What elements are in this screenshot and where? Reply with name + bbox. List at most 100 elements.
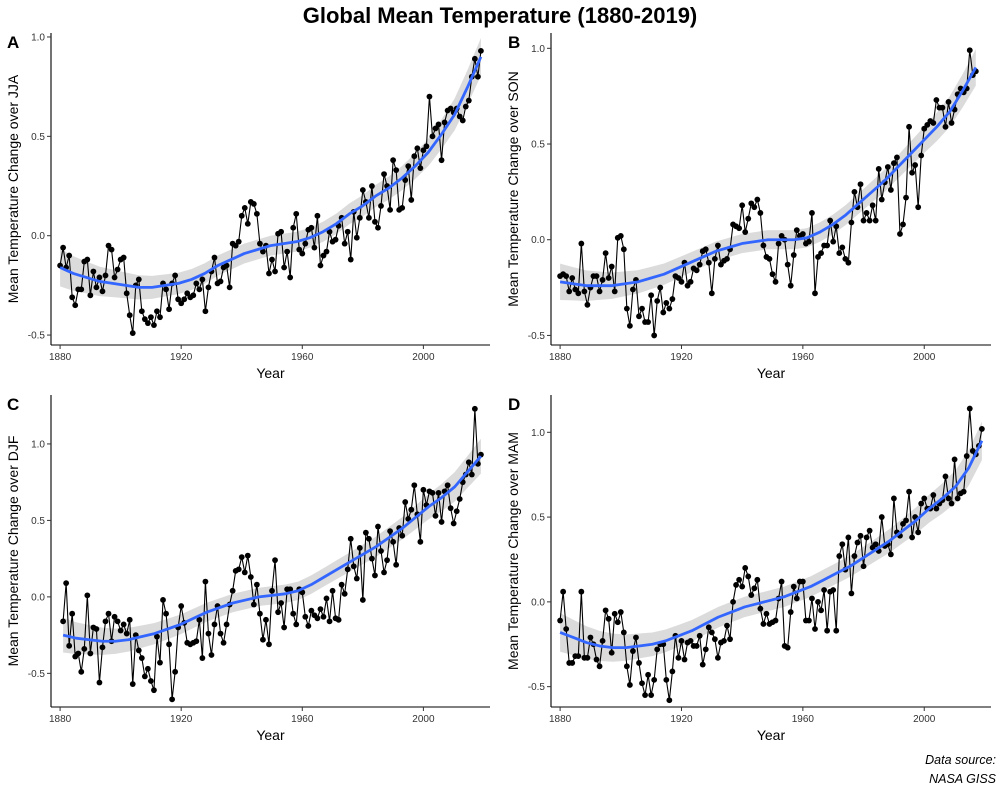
panel-c-point (220, 639, 227, 646)
panel-d-point (678, 637, 685, 644)
panel-b-point (863, 210, 870, 216)
panel-b: B 1880 1920 1960 2000 -0.5 0.0 0.5 1.0 Year Mean T… (505, 33, 991, 381)
panel-b-point (678, 278, 685, 285)
panel-c-point (208, 652, 215, 658)
panel-a-point (272, 268, 278, 275)
panel-d-point (639, 680, 645, 687)
panel-d-point (651, 676, 658, 683)
panel-a-point (257, 240, 263, 247)
panel-a-point (232, 242, 239, 249)
panel-b-point (563, 273, 570, 279)
panel-b-point (912, 162, 919, 168)
panel-c-point (211, 621, 218, 628)
panel-d-point (915, 529, 922, 536)
panel-c-point (163, 610, 169, 617)
panel-c-point (420, 486, 427, 493)
panel-a-point (390, 157, 397, 164)
panel-d-point (821, 587, 828, 593)
panel-b-point (569, 275, 576, 281)
panel-c-point (471, 405, 478, 412)
panel-b-tag: B (508, 33, 520, 52)
panel-a-point (250, 201, 257, 207)
panel-d-y-tick-label: 0.0 (531, 597, 545, 608)
panel-c-point (166, 641, 172, 648)
data-source-caption-line1: Data source: (925, 753, 996, 767)
panel-c-point (253, 581, 260, 588)
panel-c-x-tick-label: 2000 (412, 714, 435, 725)
panel-d-point (948, 500, 955, 507)
panel-d-point (863, 534, 870, 541)
panel-a-x-tick-label: 1960 (291, 352, 314, 363)
panel-c-point (111, 613, 118, 620)
panel-b-point (651, 332, 658, 339)
panel-d-point (654, 646, 661, 653)
panel-b-point (736, 225, 743, 232)
panel-a-point (474, 73, 481, 80)
panel-c-point (350, 563, 357, 570)
panel-b-point (566, 288, 573, 295)
panel-b-x-tick-label: 1960 (792, 352, 815, 363)
panel-b-point (897, 231, 903, 237)
panel-d-point (890, 495, 897, 502)
panel-b-point (848, 219, 855, 226)
panel-c-point (247, 574, 254, 580)
panel-b-point (687, 278, 694, 285)
panel-a-point (99, 288, 106, 295)
panel-a-point (302, 240, 309, 247)
panel-d-point (784, 644, 791, 651)
panel-d-point (733, 582, 740, 588)
panel-a-point (393, 167, 400, 174)
panel-d-y-tick-label: 0.5 (531, 513, 545, 524)
panel-d-point (793, 595, 800, 602)
panel-b-point (766, 255, 773, 262)
panel-a-point (144, 320, 151, 327)
panel-a-point (114, 266, 121, 273)
panel-b-point (575, 290, 582, 297)
panel-a-point (135, 276, 142, 283)
panel-d-point (645, 671, 652, 678)
panel-b-point (812, 290, 818, 297)
panel-c-point (193, 638, 200, 645)
panel-a-point (196, 286, 203, 293)
panel-c-point (135, 647, 142, 654)
panel-c-point (375, 523, 381, 530)
panel-b-point (890, 160, 897, 167)
panel-b-point (909, 169, 916, 176)
panel-b-x-tick-label: 1880 (549, 352, 572, 363)
panel-b-point (915, 204, 922, 211)
panel-a-point (420, 147, 427, 154)
panel-c-point (305, 623, 312, 629)
panel-b-point (757, 210, 764, 216)
panel-b-y-axis-title: Mean Temperature Change over SON (505, 71, 521, 307)
panel-d-point (681, 656, 688, 663)
panel-c-point (341, 590, 348, 597)
panel-d-point (848, 590, 855, 597)
panel-c-point (148, 678, 154, 684)
panel-b-point (584, 301, 591, 308)
panel-c-y-tick-label: 1.0 (31, 439, 45, 450)
panel-b-point (705, 259, 712, 266)
panel-b-point (769, 271, 776, 278)
panel-b-point (784, 261, 791, 268)
panel-c-point (223, 621, 230, 628)
panel-c-point (257, 610, 263, 617)
panel-b-point (878, 196, 885, 203)
panel-b-point (787, 282, 794, 289)
panel-c-point (384, 557, 390, 564)
panel-a-point (235, 238, 242, 245)
panel-c-point (69, 610, 76, 617)
panel-d-point (812, 626, 818, 632)
panel-b-point (623, 305, 630, 312)
panel-c-series-line (62, 408, 482, 700)
panel-d-x-tick-label: 1880 (549, 714, 572, 725)
panel-b-point (602, 250, 609, 257)
panel-a-point (411, 153, 418, 160)
panel-c-point (63, 580, 70, 587)
panel-c-point (129, 681, 136, 687)
panel-c-point (114, 618, 121, 625)
panel-c-point (205, 630, 212, 637)
panel-d-point (760, 621, 767, 627)
panel-a-point (111, 274, 118, 281)
panel-c-point (453, 508, 460, 515)
panel-b-point (790, 252, 797, 258)
